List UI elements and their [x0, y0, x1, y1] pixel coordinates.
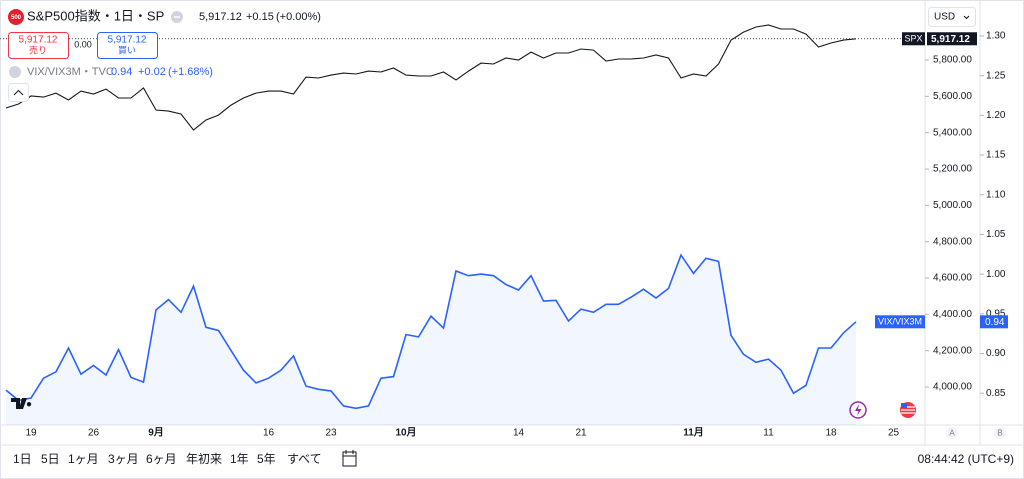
axis-a-button[interactable] — [946, 427, 958, 439]
buy-button[interactable] — [97, 32, 158, 59]
series-line — [5, 253, 857, 410]
x-tick-label: 21 — [575, 428, 587, 439]
tv-logo — [11, 398, 32, 409]
y-tick-label: 4,400.00 — [933, 309, 972, 320]
spread: 0.00 — [74, 39, 92, 49]
study-change: +0.02 — [138, 66, 166, 78]
x-tick-label: 16 — [263, 428, 275, 439]
y-tick-label: 4,200.00 — [933, 345, 972, 356]
y2-tick-label: 1.15 — [986, 150, 1006, 161]
change-pct: (+0.00%) — [276, 11, 321, 23]
value-tag-text: 0.94 — [985, 317, 1005, 328]
x-tick-label: 11月 — [683, 427, 704, 439]
x-tick-label: 19 — [25, 428, 37, 439]
y2-tick-label: 1.10 — [986, 189, 1006, 200]
y2-tick-label: 1.25 — [986, 70, 1006, 81]
range-button[interactable]: 1日 — [13, 452, 32, 466]
y2-tick-label: 1.20 — [986, 110, 1006, 121]
price: 5,917.12 — [199, 11, 242, 23]
buy-price: 5,917.12 — [108, 35, 147, 46]
y2-tick-label: 1.30 — [986, 31, 1006, 42]
x-tick-label: 10月 — [395, 427, 416, 439]
axis-b-button[interactable] — [994, 427, 1006, 439]
x-tick-label: 18 — [825, 428, 837, 439]
sell-price: 5,917.12 — [19, 35, 58, 46]
study-icon — [9, 66, 21, 78]
y-tick-label: 5,200.00 — [933, 164, 972, 175]
y2-tick-label: 0.95 — [986, 308, 1006, 319]
range-button[interactable]: 1ヶ月 — [68, 452, 99, 466]
buy-label: 買い — [118, 45, 136, 55]
y-tick-label: 4,600.00 — [933, 273, 972, 284]
y2-tick-label: 0.90 — [986, 348, 1006, 359]
collapse-button[interactable] — [8, 83, 29, 102]
study-value: 0.94 — [111, 66, 132, 78]
area — [6, 255, 856, 425]
x-tick-label: 26 — [88, 428, 100, 439]
range-button[interactable]: 5日 — [41, 452, 60, 466]
sell-button[interactable] — [8, 32, 69, 59]
badge-text: 500 — [11, 15, 22, 21]
dropdown-icon — [963, 15, 970, 20]
y2-tick-label: 1.00 — [986, 269, 1006, 280]
series-line — [5, 24, 857, 131]
series-tag — [902, 32, 925, 46]
sell-label: 売り — [29, 44, 47, 55]
calendar-icon[interactable] — [342, 450, 357, 467]
y-tick-label: 5,800.00 — [933, 55, 972, 66]
value-tag — [980, 315, 1008, 329]
range-button[interactable]: 6ヶ月 — [146, 452, 177, 466]
y2-tick-label: 1.05 — [986, 229, 1006, 240]
range-button[interactable]: 1年 — [230, 452, 249, 466]
range-button[interactable]: 年初来 — [186, 452, 222, 466]
range-button[interactable]: 5年 — [257, 452, 276, 466]
y-tick-label: 5,400.00 — [933, 127, 972, 138]
bolt — [855, 404, 862, 416]
study-pct: (+1.68%) — [168, 66, 213, 78]
change: +0.15 — [246, 11, 274, 23]
symbol-title[interactable]: S&P500指数・1日・SP — [27, 8, 164, 23]
plot — [0, 24, 925, 425]
series-tag-name: VIX/VIX3M — [878, 317, 922, 327]
y-tick-label: 5,600.00 — [933, 91, 972, 102]
series-tag — [875, 315, 925, 329]
axis-a: A — [949, 429, 955, 438]
value-tag — [927, 32, 977, 46]
axis-b: B — [997, 429, 1002, 438]
y-tick-label: 4,800.00 — [933, 236, 972, 247]
symbol-badge — [8, 9, 24, 25]
range-button[interactable]: すべて — [287, 452, 322, 466]
currency: USD — [934, 12, 955, 23]
range-button[interactable]: 3ヶ月 — [108, 452, 139, 466]
x-tick-label: 25 — [888, 428, 900, 439]
collapse-icon — [13, 89, 24, 96]
y2-tick-label: 0.85 — [986, 388, 1006, 399]
study-name[interactable]: VIX/VIX3M・TVC — [27, 66, 114, 78]
x-tick-label: 14 — [513, 428, 525, 439]
clock: 08:44:42 (UTC+9) — [918, 452, 1014, 466]
range-bar: 1日 5日 1ヶ月 3ヶ月 6ヶ月 年初来 1年 5年 すべて — [13, 452, 322, 466]
flag-canton — [901, 403, 907, 408]
series-tag-name: SPX — [904, 34, 922, 44]
currency-select[interactable] — [928, 7, 976, 27]
x-tick-label: 11 — [763, 428, 774, 439]
x-tick-label: 9月 — [148, 427, 164, 439]
y-tick-label: 4,000.00 — [933, 382, 972, 393]
value-tag-text: 5,917.12 — [931, 34, 970, 45]
y-tick-label: 5,000.00 — [933, 200, 972, 211]
x-tick-label: 23 — [325, 428, 337, 439]
